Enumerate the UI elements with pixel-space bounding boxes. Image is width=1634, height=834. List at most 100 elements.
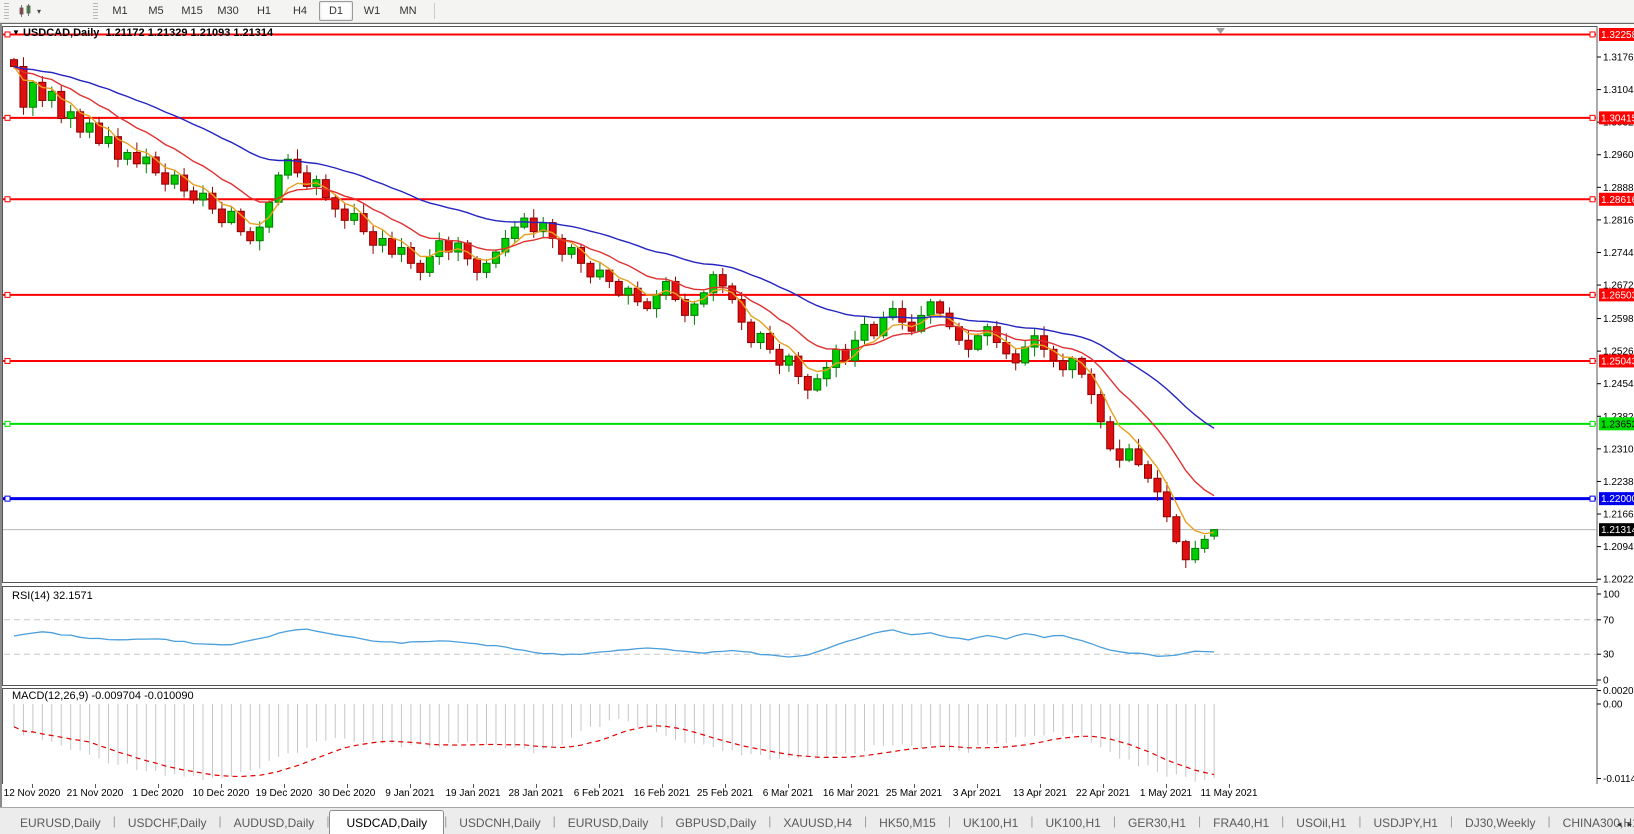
timeframe-button-m30[interactable]: M30 xyxy=(217,5,239,17)
price-chart-canvas[interactable]: 1.317601.310401.303201.296001.288801.281… xyxy=(2,24,1634,784)
tab-hk50-m15[interactable]: HK50,M15 xyxy=(879,816,936,830)
tab-usdjpy-h1[interactable]: USDJPY,H1 xyxy=(1373,816,1438,830)
line-handle[interactable] xyxy=(4,495,11,502)
date-label: 16 Mar 2021 xyxy=(822,788,880,799)
tab-eurusd-daily[interactable]: EURUSD,Daily xyxy=(567,816,649,830)
line-handle[interactable] xyxy=(4,196,11,203)
svg-text:1.30415: 1.30415 xyxy=(1601,113,1634,124)
line-handle[interactable] xyxy=(4,31,11,38)
tab-usdcad-daily[interactable]: USDCAD,Daily xyxy=(329,810,445,834)
timeframe-button-d1[interactable]: D1 xyxy=(319,1,354,21)
rsi-line xyxy=(13,628,1215,658)
time-axis[interactable]: 12 Nov 2020 21 Nov 2020 1 Dec 2020 10 Dec 2… xyxy=(0,784,1634,807)
chart-shift-marker-icon[interactable] xyxy=(1216,28,1225,34)
toolbar-grip[interactable] xyxy=(4,3,9,19)
svg-text:1.28160: 1.28160 xyxy=(1603,215,1634,226)
date-tick xyxy=(536,784,537,788)
line-handle[interactable] xyxy=(1589,114,1596,121)
line-handle[interactable] xyxy=(4,291,11,298)
svg-text:1.28880: 1.28880 xyxy=(1603,183,1634,194)
line-handle[interactable] xyxy=(1589,196,1596,203)
date-label: 28 Jan 2021 xyxy=(508,788,564,799)
tab-dj30-weekly[interactable]: DJ30,Weekly xyxy=(1465,816,1536,830)
rsi-panel[interactable] xyxy=(2,586,1598,686)
tab-divider: | xyxy=(1547,813,1551,828)
dropdown-caret-icon[interactable]: ▾ xyxy=(37,6,42,16)
date-tick xyxy=(32,784,33,788)
date-tick xyxy=(1229,784,1230,788)
date-label: 30 Dec 2020 xyxy=(318,788,376,799)
price-level-badges: 1.32258 1.30415 1.28616 1.26503 1.25043 1.236… xyxy=(1599,27,1634,537)
chart-type-icon[interactable] xyxy=(15,2,37,20)
timeframe-button-mn[interactable]: MN xyxy=(399,5,417,17)
tab-ger30-h1[interactable]: GER30,H1 xyxy=(1127,816,1187,830)
svg-text:1.25260: 1.25260 xyxy=(1603,347,1634,358)
line-handle[interactable] xyxy=(1589,31,1596,38)
tab-audusd-daily[interactable]: AUDUSD,Daily xyxy=(233,816,315,830)
date-tick xyxy=(473,784,474,788)
tab-usoil-h1[interactable]: USOil,H1 xyxy=(1296,816,1347,830)
timeframe-button-m15[interactable]: M15 xyxy=(181,5,203,17)
timeframe-button-h4[interactable]: H4 xyxy=(292,5,308,17)
chart-tab-bar: EURUSD,Daily | USDCHF,Daily | AUDUSD,Daily | U… xyxy=(0,807,1634,834)
ma-slow-line xyxy=(13,65,1215,429)
tab-usdcnh-daily[interactable]: USDCNH,Daily xyxy=(459,816,541,830)
tab-divider: | xyxy=(218,813,222,828)
svg-text:1.25980: 1.25980 xyxy=(1603,314,1634,325)
line-handle[interactable] xyxy=(4,114,11,121)
tab-usdchf-daily[interactable]: USDCHF,Daily xyxy=(127,816,207,830)
timeframe-button-m5[interactable]: M5 xyxy=(148,5,164,17)
timeframe-button-w1[interactable]: W1 xyxy=(363,5,381,17)
macd-panel[interactable] xyxy=(2,688,1598,785)
svg-text:0: 0 xyxy=(1603,676,1609,687)
tab-scroll-left-icon[interactable]: ◂ xyxy=(1616,819,1622,829)
date-label: 9 Jan 2021 xyxy=(385,788,435,799)
tab-xauusd-h4[interactable]: XAUUSD,H4 xyxy=(783,816,853,830)
svg-text:1.23820: 1.23820 xyxy=(1603,412,1634,423)
date-label: 25 Mar 2021 xyxy=(885,788,943,799)
tab-scroll-right-icon[interactable]: ▸ xyxy=(1627,819,1632,829)
svg-text:1.27440: 1.27440 xyxy=(1603,248,1634,259)
price-panel[interactable] xyxy=(2,26,1598,583)
date-label: 1 May 2021 xyxy=(1139,788,1193,799)
svg-text:0.00207: 0.00207 xyxy=(1603,686,1634,697)
tab-divider: | xyxy=(660,813,664,828)
date-tick xyxy=(599,784,600,788)
timeframe-button-group: M1 M5 M15 M30 H1 H4 D1 W1 MN xyxy=(102,1,426,21)
tab-divider: | xyxy=(1112,813,1116,828)
tab-divider: | xyxy=(768,813,772,828)
line-handle[interactable] xyxy=(1589,291,1596,298)
tab-uk100-h1[interactable]: UK100,H1 xyxy=(962,816,1019,830)
toolbar-separator xyxy=(434,3,436,19)
date-tick xyxy=(1040,784,1041,788)
timeframe-button-m1[interactable]: M1 xyxy=(112,5,128,17)
date-label: 10 Dec 2020 xyxy=(192,788,250,799)
svg-text:1.31040: 1.31040 xyxy=(1603,85,1634,96)
toolbar-grip[interactable] xyxy=(93,3,99,19)
svg-text:1.28616: 1.28616 xyxy=(1601,195,1634,206)
date-tick xyxy=(1103,784,1104,788)
tab-china300-h1[interactable]: CHINA300,H1 xyxy=(1562,816,1634,830)
line-handle[interactable] xyxy=(1589,495,1596,502)
tab-uk100-h1[interactable]: UK100,H1 xyxy=(1045,816,1101,830)
chart-window[interactable]: 1.317601.310401.303201.296001.288801.281… xyxy=(0,23,1634,784)
tab-divider: | xyxy=(1449,813,1454,828)
date-label: 12 Nov 2020 xyxy=(3,788,61,799)
date-label: 19 Dec 2020 xyxy=(255,788,313,799)
date-tick xyxy=(1166,784,1167,788)
line-handle[interactable] xyxy=(1589,420,1596,427)
tab-gbpusd-daily[interactable]: GBPUSD,Daily xyxy=(675,816,757,830)
svg-text:1.20940: 1.20940 xyxy=(1603,542,1634,553)
svg-text:1.21660: 1.21660 xyxy=(1603,510,1634,521)
line-handle[interactable] xyxy=(1589,357,1596,364)
price-axis[interactable]: 1.317601.310401.303201.296001.288801.281… xyxy=(1597,53,1634,785)
line-handle[interactable] xyxy=(4,357,11,364)
price-level-lines[interactable] xyxy=(3,31,1596,502)
line-handle[interactable] xyxy=(4,420,11,427)
timeframe-button-h1[interactable]: H1 xyxy=(256,5,272,17)
date-label: 6 Mar 2021 xyxy=(762,788,814,799)
tab-fra40-h1[interactable]: FRA40,H1 xyxy=(1213,816,1270,830)
svg-text:1.22380: 1.22380 xyxy=(1603,477,1634,488)
tab-eurusd-daily[interactable]: EURUSD,Daily xyxy=(20,816,101,830)
